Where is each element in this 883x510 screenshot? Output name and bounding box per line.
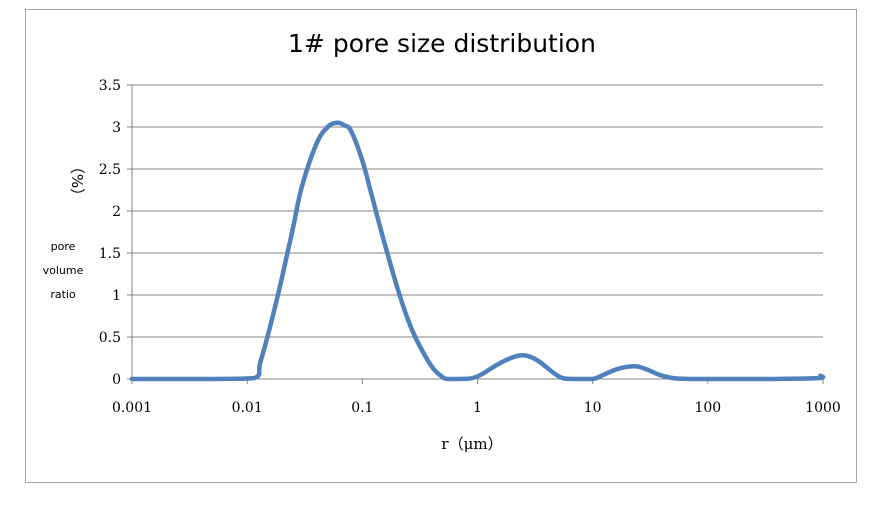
y-axis-label-line-2: volume — [43, 264, 84, 277]
x-tick-label: 0.01 — [232, 400, 263, 416]
y-axis-label-line-1: pore — [51, 240, 76, 253]
grid-lines — [127, 84, 824, 384]
chart-title: 1# pore size distribution — [288, 29, 596, 58]
chart-svg: 0.001 0.01 0.1 1 10 100 1000 00.511.522.533.5 … — [43, 29, 841, 453]
x-tick-label: 0.001 — [112, 400, 152, 416]
y-tick-label: 0 — [112, 372, 121, 388]
x-tick-label: 100 — [694, 400, 721, 416]
y-tick-label: 3.5 — [99, 78, 121, 94]
y-axis-unit: （%） — [68, 159, 86, 203]
y-tick-label: 1 — [112, 288, 121, 304]
x-axis-label: r（μm） — [441, 435, 502, 453]
y-tick-label: 0.5 — [99, 330, 121, 346]
x-tick-label: 1 — [473, 400, 482, 416]
x-tick-labels: 0.001 0.01 0.1 1 10 100 1000 — [112, 400, 841, 416]
series-line — [129, 120, 826, 382]
y-tick-label: 2 — [112, 204, 121, 220]
chart-frame: 0.001 0.01 0.1 1 10 100 1000 0 0.5 1 1.5 2 2.5 3 3.5 … — [25, 9, 857, 483]
y-tick-label: 3 — [112, 120, 121, 136]
y-tick-label: 2.5 — [99, 162, 121, 178]
x-tick-label: 1000 — [805, 400, 841, 416]
y-tick-label: 1.5 — [99, 246, 121, 262]
y-tick-labels: 0 0.5 1 1.5 2 2.5 3 3.5 — [99, 78, 121, 388]
x-tick-label: 0.1 — [351, 400, 373, 416]
y-axis-label-line-3: ratio — [50, 288, 76, 301]
x-tick-label: 10 — [584, 400, 602, 416]
axes — [131, 85, 823, 380]
